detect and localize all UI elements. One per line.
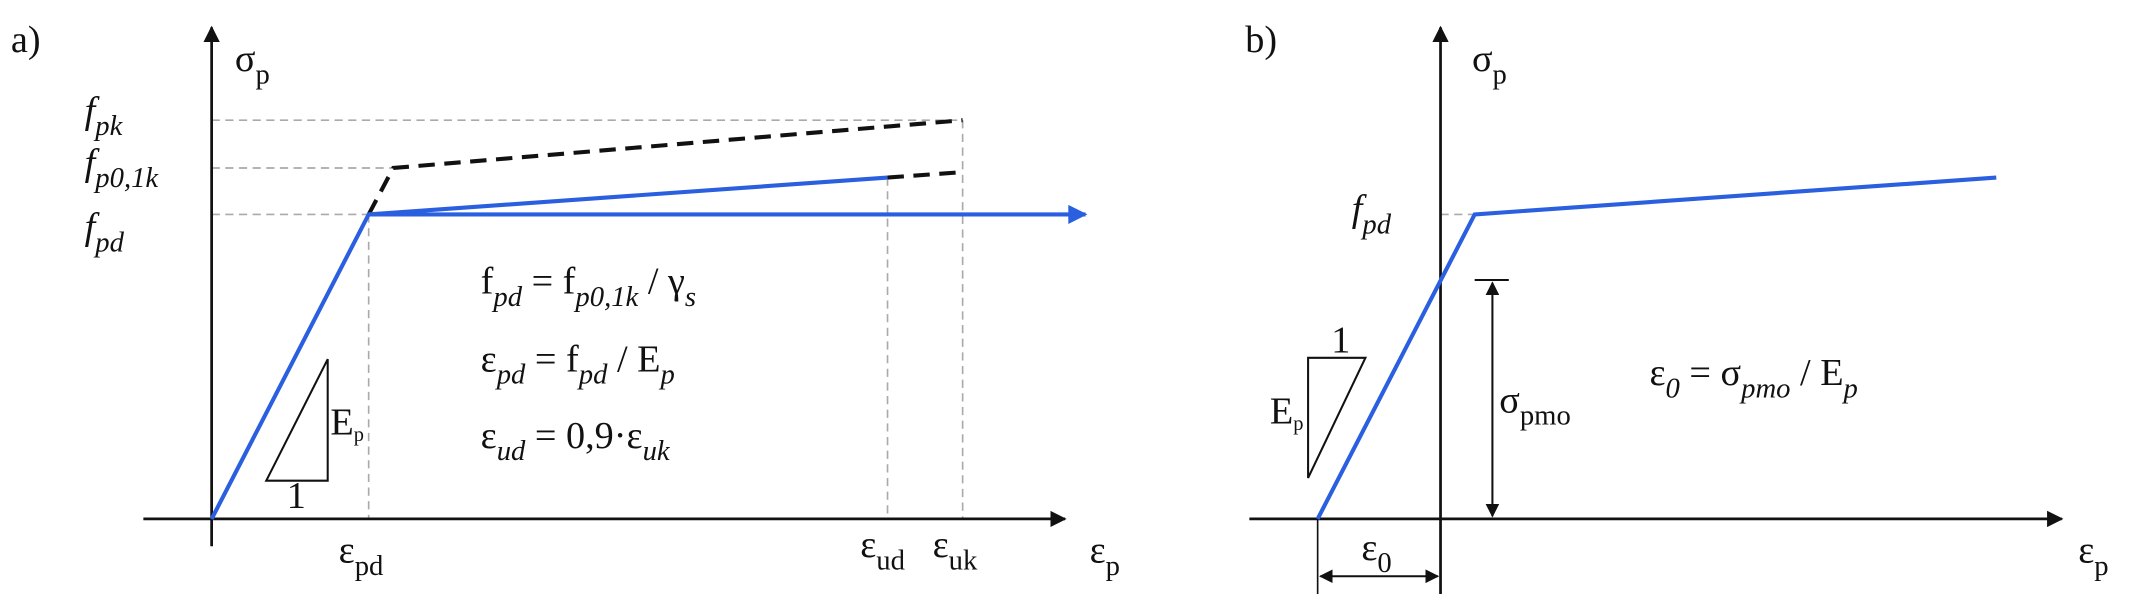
main-text: / E — [1790, 352, 1843, 394]
main-text: / γ — [638, 261, 685, 303]
main-text: = f — [522, 261, 576, 303]
equation: fpd = fp0,1k / γs — [481, 261, 696, 313]
subscript: pmo — [1520, 400, 1571, 432]
y-label: fpk — [85, 90, 124, 142]
main-text: ε — [481, 415, 497, 457]
subscript: pd — [93, 226, 124, 258]
main-text: ε — [1649, 352, 1665, 394]
subscript: pmo — [1739, 372, 1790, 404]
dimension-label: σpmo — [1499, 379, 1571, 431]
slope-label: Ep — [1270, 390, 1304, 435]
subscript: p — [354, 424, 364, 446]
main-text: σ — [1472, 38, 1493, 80]
subscript: 0 — [1666, 372, 1680, 404]
panel-label: a) — [11, 19, 41, 61]
y-label: fpd — [85, 206, 125, 258]
main-text: ε — [860, 524, 876, 566]
y-label: fp0,1k — [85, 142, 160, 194]
subscript: s — [685, 281, 696, 313]
main-text: / E — [607, 338, 660, 380]
panel-label: b) — [1245, 19, 1277, 61]
subscript: pd — [495, 359, 526, 391]
subscript: p — [1106, 550, 1120, 582]
subscript: ud — [876, 544, 905, 576]
y-axis-label: σp — [235, 38, 270, 90]
subscript: pd — [577, 359, 608, 391]
main-text: ε — [1361, 527, 1377, 569]
subscript: uk — [643, 435, 671, 467]
main-text: E — [330, 401, 353, 443]
main-text: = σ — [1680, 352, 1742, 394]
stress-curve — [1315, 175, 1997, 520]
slope-label: Ep — [330, 401, 364, 446]
main-text: ε — [1090, 530, 1106, 572]
main-text: σ — [235, 38, 256, 80]
characteristic-curve — [366, 118, 963, 216]
main-text: ε — [2078, 530, 2094, 572]
subscript: uk — [949, 544, 978, 576]
equation: εud = 0,9·εuk — [481, 415, 671, 467]
main-text: ε — [933, 524, 949, 566]
subscript: 0 — [1377, 547, 1391, 579]
panel-a — [143, 25, 1088, 547]
main-text: ε — [481, 338, 497, 380]
subscript: pd — [355, 550, 384, 582]
slope-run: 1 — [287, 475, 306, 517]
equation: εpd = fpd / Ep — [481, 338, 675, 390]
slope-triangle — [1307, 356, 1368, 479]
subscript: p — [658, 359, 674, 391]
main-text: ε — [339, 530, 355, 572]
x-axis-label: εp — [1090, 530, 1120, 582]
equation: ε0 = σpmo / Ep — [1649, 352, 1857, 404]
subscript: p0,1k — [93, 162, 159, 194]
x-label: εud — [860, 524, 905, 576]
slope-triangle — [264, 358, 329, 482]
subscript: ud — [497, 435, 526, 467]
subscript: pd — [491, 281, 522, 313]
subscript: pk — [93, 110, 123, 142]
x-label: εpd — [339, 530, 384, 582]
main-text: E — [1270, 390, 1293, 432]
panel-b — [1249, 25, 2064, 595]
subscript: p — [1842, 372, 1858, 404]
x-label: εuk — [933, 524, 978, 576]
y-axis-label: σp — [1472, 38, 1507, 90]
main-text: = f — [525, 338, 579, 380]
subscript: p — [255, 58, 269, 90]
subscript: p — [1293, 413, 1303, 435]
main-text: σ — [1499, 379, 1520, 421]
x-axis-label: εp — [2078, 530, 2108, 582]
y-label: fpd — [1352, 188, 1392, 240]
dimension-label: ε0 — [1361, 527, 1391, 579]
subscript: p0,1k — [573, 281, 639, 313]
subscript: p — [1493, 58, 1507, 90]
guides — [211, 119, 964, 519]
subscript: p — [2094, 550, 2108, 582]
main-text: = 0,9·ε — [525, 415, 642, 457]
main-text: f — [481, 261, 494, 303]
subscript: pd — [1360, 209, 1391, 241]
slope-run: 1 — [1331, 319, 1350, 361]
